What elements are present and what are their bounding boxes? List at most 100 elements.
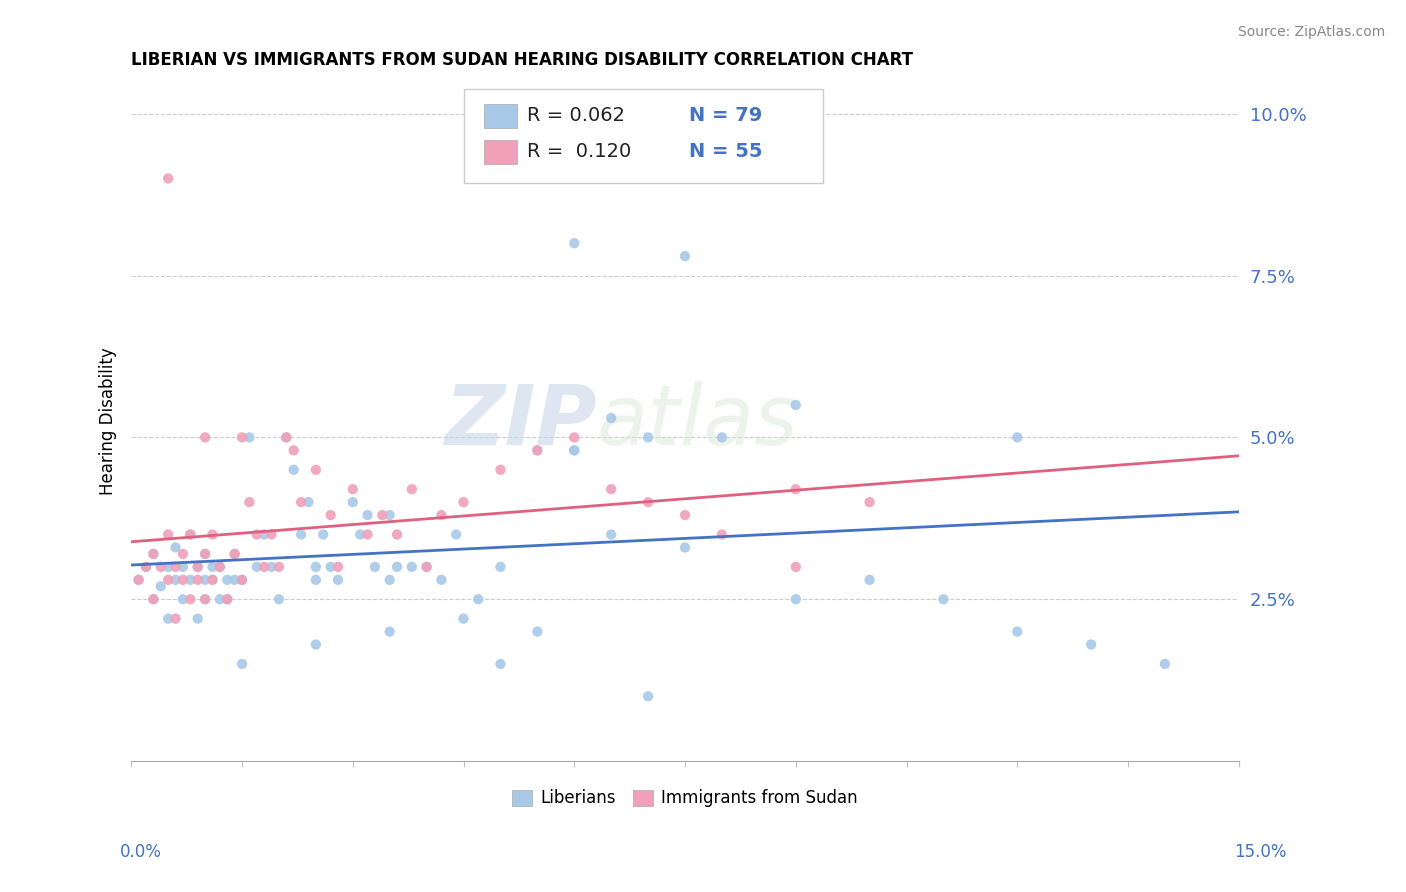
Point: [276, 430, 298, 444]
Point: [157, 573, 180, 587]
Point: [128, 573, 150, 587]
Point: [453, 495, 475, 509]
Point: [253, 527, 276, 541]
Point: [187, 560, 209, 574]
Point: [305, 463, 328, 477]
Point: [142, 592, 165, 607]
Text: N = 55: N = 55: [689, 142, 762, 161]
Point: [194, 430, 217, 444]
Point: [157, 612, 180, 626]
Point: [600, 482, 623, 496]
Point: [430, 508, 453, 522]
Point: [172, 573, 194, 587]
Point: [165, 612, 187, 626]
Point: [208, 592, 231, 607]
Text: Source: ZipAtlas.com: Source: ZipAtlas.com: [1237, 25, 1385, 39]
Point: [149, 560, 172, 574]
Point: [932, 592, 955, 607]
Point: [401, 482, 423, 496]
Point: [349, 527, 371, 541]
Point: [187, 612, 209, 626]
Point: [194, 592, 217, 607]
Legend: Liberians, Immigrants from Sudan: Liberians, Immigrants from Sudan: [506, 782, 865, 814]
Point: [217, 573, 239, 587]
Point: [142, 547, 165, 561]
Text: atlas: atlas: [596, 381, 799, 462]
Point: [319, 508, 342, 522]
Point: [385, 560, 408, 574]
Point: [208, 560, 231, 574]
Point: [135, 560, 157, 574]
Point: [231, 573, 253, 587]
Point: [467, 592, 489, 607]
Point: [785, 398, 807, 412]
Point: [165, 573, 187, 587]
Point: [194, 573, 217, 587]
Point: [201, 560, 224, 574]
Point: [415, 560, 437, 574]
Point: [562, 443, 585, 458]
Point: [342, 495, 364, 509]
Point: [179, 573, 201, 587]
Text: LIBERIAN VS IMMIGRANTS FROM SUDAN HEARING DISABILITY CORRELATION CHART: LIBERIAN VS IMMIGRANTS FROM SUDAN HEARIN…: [131, 51, 914, 69]
Point: [356, 527, 378, 541]
Text: R = 0.062: R = 0.062: [527, 106, 626, 126]
Point: [673, 249, 696, 263]
Point: [238, 430, 260, 444]
Point: [165, 541, 187, 555]
Point: [297, 495, 319, 509]
Point: [562, 236, 585, 251]
Point: [305, 560, 328, 574]
Point: [231, 573, 253, 587]
Point: [673, 508, 696, 522]
Point: [157, 527, 180, 541]
Text: 15.0%: 15.0%: [1234, 843, 1286, 861]
Point: [562, 430, 585, 444]
Point: [208, 560, 231, 574]
Text: N = 79: N = 79: [689, 106, 762, 126]
Point: [600, 411, 623, 425]
Point: [157, 560, 180, 574]
Point: [305, 573, 328, 587]
Point: [217, 592, 239, 607]
Point: [238, 495, 260, 509]
Point: [179, 527, 201, 541]
Point: [371, 508, 394, 522]
Point: [526, 443, 548, 458]
Point: [1007, 430, 1029, 444]
Point: [489, 560, 512, 574]
Point: [201, 573, 224, 587]
Point: [157, 171, 180, 186]
Point: [453, 612, 475, 626]
Text: R =  0.120: R = 0.120: [527, 142, 631, 161]
Point: [430, 573, 453, 587]
Point: [1154, 657, 1177, 671]
Point: [401, 560, 423, 574]
Point: [149, 579, 172, 593]
Point: [378, 508, 401, 522]
Point: [364, 560, 387, 574]
Point: [267, 560, 290, 574]
Point: [142, 547, 165, 561]
Point: [172, 560, 194, 574]
Point: [231, 657, 253, 671]
Point: [135, 560, 157, 574]
Point: [1080, 638, 1102, 652]
Point: [378, 624, 401, 639]
Text: 0.0%: 0.0%: [120, 843, 162, 861]
Point: [224, 547, 246, 561]
Point: [260, 560, 283, 574]
Point: [201, 527, 224, 541]
Point: [246, 560, 269, 574]
Point: [785, 592, 807, 607]
Point: [342, 482, 364, 496]
Point: [637, 430, 659, 444]
Point: [283, 463, 305, 477]
Point: [326, 560, 349, 574]
Point: [201, 573, 224, 587]
Point: [276, 430, 298, 444]
Point: [253, 560, 276, 574]
Point: [246, 527, 269, 541]
Point: [415, 560, 437, 574]
Point: [710, 430, 733, 444]
